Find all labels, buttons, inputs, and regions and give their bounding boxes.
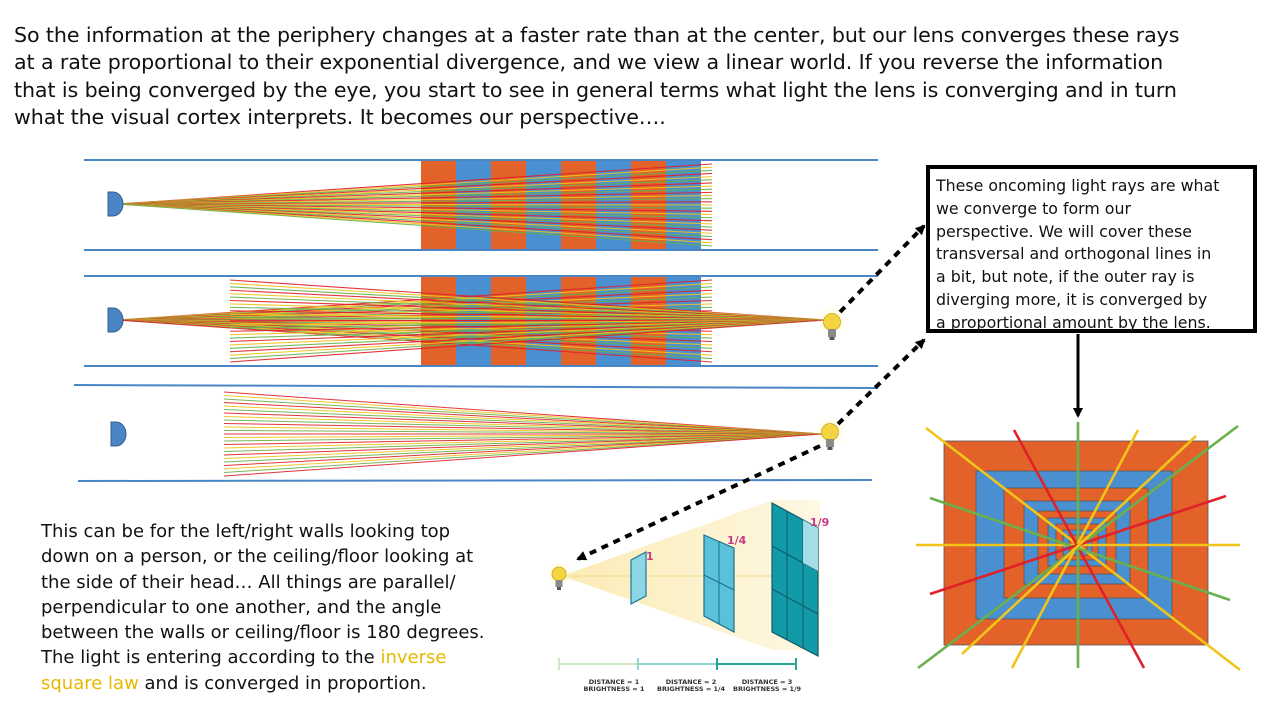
light-ray [229,319,827,336]
light-ray [229,299,827,321]
intro-paragraph: So the information at the periphery chan… [14,23,1180,130]
light-ray [223,433,823,477]
light-ray [229,319,827,346]
light-ray [223,433,823,463]
light-ray [229,319,827,349]
light-beam [562,500,820,650]
perspective-nested-squares [916,422,1241,672]
light-ray [223,402,823,435]
light-ray [117,289,713,321]
light-ray [223,433,823,438]
inverse-square-law-illustration: 1 1/4 1/9 DISTANCE = 1 BRIGHTNESS = 1 DI… [545,500,829,693]
light-ray [117,319,713,353]
corridor-panel-bottom [73,384,879,482]
light-ray [229,279,827,321]
light-ray [229,289,827,321]
light-ray [223,405,823,435]
dashed-arrow-to-callout-2 [836,338,926,426]
light-ray [223,433,823,445]
light-ray [229,319,827,353]
scale-brightness-2: BRIGHTNESS = 1/4 [657,685,725,693]
light-ray [223,433,823,473]
perspective-ray [929,496,1231,602]
inverse-panel-quarter [703,534,735,633]
corridor-panel-middle [84,275,878,367]
light-ray [223,433,823,456]
light-ray [223,391,823,435]
lightbulb-icon [545,560,573,590]
light-ray [223,419,823,435]
wall-line [73,384,879,389]
light-ray [229,293,827,321]
light-ray [229,319,827,339]
dashed-arrow-to-bulb-small [576,444,821,561]
light-ray [229,319,827,363]
eye-icon [107,191,124,217]
light-ray [223,433,823,442]
light-ray [229,319,827,343]
light-ray [229,296,827,321]
scale-distance-3: DISTANCE = 3 [742,678,793,686]
caption-paragraph: This can be for the left/right walls loo… [41,519,541,696]
light-ray [229,319,827,325]
light-ray [223,416,823,435]
perspective-ray [961,435,1197,655]
light-ray [229,319,827,356]
light-ray [117,203,713,247]
light-ray [229,319,827,322]
light-ray [117,319,713,349]
light-ray [117,319,713,343]
callout-box: These oncoming light rays are what we co… [926,165,1257,333]
light-ray [223,433,823,452]
panel-label-1: 1 [646,550,654,563]
wall-line [77,479,873,482]
light-ray [223,398,823,435]
light-ray [229,306,827,321]
light-ray [223,409,823,435]
panel-label-ninth: 1/9 [810,516,829,529]
light-ray [223,395,823,435]
light-ray [223,433,823,470]
caption-text-before: This can be for the left/right walls loo… [41,521,485,669]
light-ray [229,286,827,321]
light-ray [223,433,823,466]
eye-icon [110,421,127,447]
scale-distance-1: DISTANCE = 1 [589,678,640,686]
light-ray [229,317,827,321]
light-ray [229,319,827,329]
light-ray [229,303,827,321]
lightbulb-icon [816,306,848,340]
inverse-panel-1 [630,551,647,605]
light-ray [223,412,823,435]
corridor-panel-top [84,159,878,251]
inverse-square-law-link[interactable]: inverse square law [41,647,447,694]
scale-distance-2: DISTANCE = 2 [666,678,717,686]
light-ray [117,299,713,321]
light-ray [229,319,827,360]
scale-brightness-1: BRIGHTNESS = 1 [583,685,645,693]
light-ray [223,430,823,435]
light-ray [229,310,827,321]
eye-icon [107,307,124,333]
light-ray [223,423,823,435]
light-ray [223,433,823,459]
inverse-panel-ninth [771,501,819,657]
light-ray [229,319,827,332]
light-ray [223,426,823,435]
scale-brightness-3: BRIGHTNESS = 1/9 [733,685,801,693]
panel-label-quarter: 1/4 [727,534,747,547]
light-ray [229,282,827,321]
light-ray [229,313,827,321]
light-ray [117,286,713,321]
dashed-arrow-to-callout-1 [838,224,926,314]
caption-text-after: and is converged in proportion. [138,672,427,694]
light-ray [223,433,823,449]
light-ray [117,319,713,363]
